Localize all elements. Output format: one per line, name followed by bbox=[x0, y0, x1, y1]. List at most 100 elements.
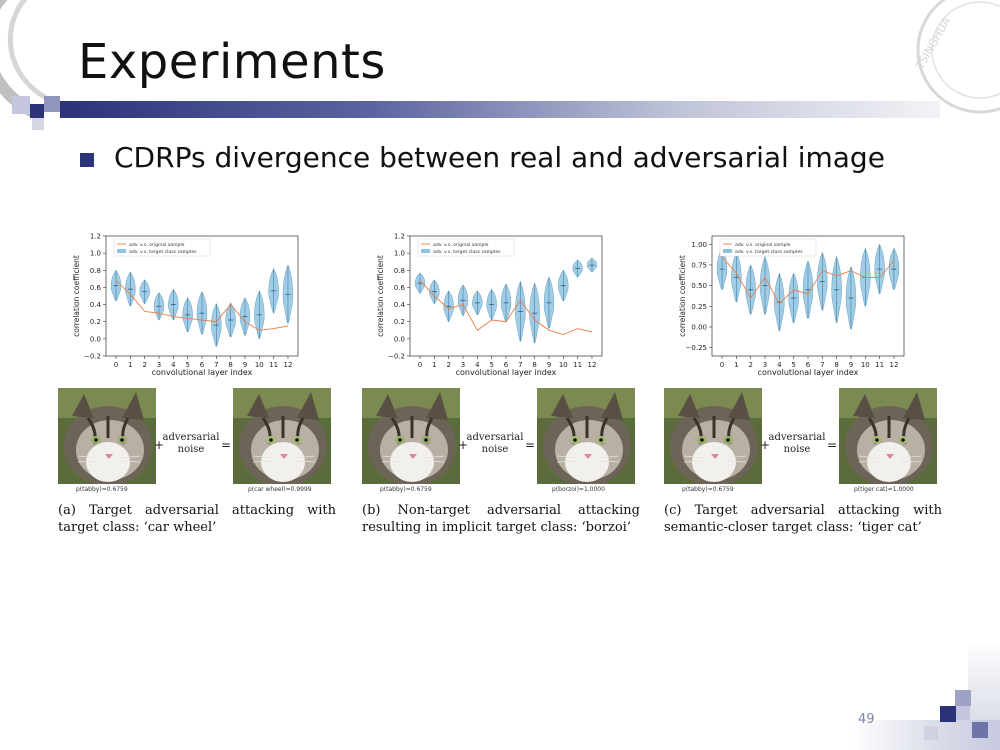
slide-title: Experiments bbox=[78, 34, 386, 90]
x-tick-label: 6 bbox=[200, 361, 205, 369]
x-tick-label: 5 bbox=[791, 361, 795, 369]
y-tick-label: 0.50 bbox=[691, 282, 707, 290]
x-tick-label: 11 bbox=[269, 361, 278, 369]
series-line-original bbox=[115, 280, 289, 331]
legend-label: adv. v.s. original sample bbox=[129, 242, 185, 248]
y-axis-label: correlation coefficient bbox=[376, 255, 385, 337]
x-tick-label: 4 bbox=[777, 361, 782, 369]
y-tick-label: 0.25 bbox=[691, 303, 707, 311]
original-cat-image bbox=[58, 388, 156, 484]
correlation-chart: −0.250.000.250.500.751.000 1 2 3 4 5 6 7 8 9 10 11 1… bbox=[678, 235, 905, 377]
y-tick-label: 0.4 bbox=[394, 301, 406, 309]
x-tick-label: 7 bbox=[214, 361, 218, 369]
x-tick-label: 0 bbox=[114, 361, 118, 369]
equals-sign: = bbox=[827, 438, 838, 452]
x-tick-label: 9 bbox=[547, 361, 551, 369]
adversarial-probability: p(car wheel)=0.9999 bbox=[248, 486, 312, 493]
noise-label: noise bbox=[783, 444, 811, 455]
cat-image bbox=[664, 388, 762, 484]
noise-label: noise bbox=[481, 444, 509, 455]
y-axis-label: correlation coefficient bbox=[678, 255, 687, 337]
original-probability: p(tabby)=0.6759 bbox=[380, 486, 432, 493]
x-tick-label: 3 bbox=[461, 361, 465, 369]
x-tick-label: 10 bbox=[861, 361, 870, 369]
bullet-text: CDRPs divergence between real and advers… bbox=[114, 141, 885, 174]
y-tick-label: 0.4 bbox=[90, 301, 102, 309]
x-tick-label: 9 bbox=[849, 361, 853, 369]
legend-box bbox=[719, 238, 817, 257]
cat-image bbox=[362, 388, 460, 484]
y-tick-label: 0.2 bbox=[394, 318, 405, 326]
y-tick-label: 0.8 bbox=[394, 267, 405, 275]
original-probability: p(tabby)=0.6759 bbox=[682, 486, 734, 493]
x-tick-label: 2 bbox=[446, 361, 450, 369]
legend-violin-swatch bbox=[421, 249, 430, 253]
y-tick-label: 0.6 bbox=[90, 284, 102, 292]
x-tick-label: 12 bbox=[890, 361, 899, 369]
legend-violin-swatch bbox=[117, 249, 126, 253]
plus-sign: + bbox=[458, 438, 469, 452]
cat-image bbox=[233, 388, 331, 484]
x-tick-label: 8 bbox=[532, 361, 536, 369]
correlation-chart: −0.20.00.20.40.60.81.01.20 1 2 3 4 5 6 7 8 9 10 11 1… bbox=[376, 233, 603, 377]
adversarial-probability: p(borzoi)=1.0000 bbox=[552, 486, 605, 493]
legend-violin-swatch bbox=[723, 249, 732, 253]
x-tick-label: 12 bbox=[284, 361, 293, 369]
adversarial-probability: p(tiger cat)=1.0000 bbox=[854, 486, 914, 493]
x-tick-label: 1 bbox=[128, 361, 132, 369]
x-tick-label: 9 bbox=[243, 361, 247, 369]
x-tick-label: 3 bbox=[763, 361, 767, 369]
x-tick-label: 6 bbox=[806, 361, 811, 369]
x-tick-label: 8 bbox=[834, 361, 838, 369]
university-seal-watermark: TSINGHUA bbox=[913, 0, 1000, 114]
equals-sign: = bbox=[221, 438, 232, 452]
series-line-original bbox=[419, 280, 593, 336]
y-tick-label: 1.00 bbox=[691, 241, 707, 249]
page-number: 49 bbox=[858, 712, 875, 727]
noise-label: noise bbox=[177, 444, 205, 455]
x-axis-label: convolutional layer index bbox=[758, 368, 859, 377]
x-tick-label: 2 bbox=[748, 361, 752, 369]
legend-label: adv. v.s. target class samples bbox=[433, 249, 501, 255]
y-tick-label: −0.25 bbox=[686, 344, 707, 352]
x-tick-label: 5 bbox=[489, 361, 493, 369]
original-probability: p(tabby)=0.6759 bbox=[76, 486, 128, 493]
y-tick-label: 0.0 bbox=[394, 335, 405, 343]
plus-sign: + bbox=[154, 438, 165, 452]
legend-label: adv. v.s. target class samples bbox=[129, 249, 197, 255]
x-axis-label: convolutional layer index bbox=[152, 368, 253, 377]
x-tick-label: 1 bbox=[432, 361, 436, 369]
noise-label: adversarial bbox=[768, 432, 826, 443]
x-tick-label: 2 bbox=[142, 361, 146, 369]
y-tick-label: 0.8 bbox=[90, 267, 101, 275]
original-cat-image bbox=[362, 388, 460, 484]
x-tick-label: 0 bbox=[418, 361, 422, 369]
legend-box bbox=[113, 238, 211, 257]
x-tick-label: 10 bbox=[255, 361, 264, 369]
x-tick-label: 3 bbox=[157, 361, 161, 369]
bullet-marker bbox=[80, 153, 94, 167]
x-tick-label: 5 bbox=[185, 361, 189, 369]
panel-caption: (a) Target adversarial attacking with ta… bbox=[58, 503, 336, 535]
original-cat-image bbox=[664, 388, 762, 484]
adversarial-cat-image bbox=[537, 388, 635, 484]
y-axis-label: correlation coefficient bbox=[72, 255, 81, 337]
x-tick-label: 4 bbox=[475, 361, 480, 369]
legend-label: adv. v.s. original sample bbox=[735, 242, 791, 248]
panel-caption: (b) Non-target adversarial attacking res… bbox=[362, 503, 640, 535]
equals-sign: = bbox=[525, 438, 536, 452]
y-tick-label: 0.00 bbox=[691, 324, 707, 332]
x-tick-label: 6 bbox=[504, 361, 509, 369]
y-tick-label: 0.0 bbox=[90, 335, 101, 343]
noise-label: adversarial bbox=[162, 432, 220, 443]
y-tick-label: 0.2 bbox=[90, 318, 101, 326]
x-tick-label: 7 bbox=[820, 361, 824, 369]
x-axis-label: convolutional layer index bbox=[456, 368, 557, 377]
adversarial-cat-image bbox=[233, 388, 331, 484]
x-tick-label: 7 bbox=[518, 361, 522, 369]
cat-image bbox=[58, 388, 156, 484]
plus-sign: + bbox=[760, 438, 771, 452]
panel-caption: (c) Target adversarial attacking with se… bbox=[664, 503, 942, 535]
y-tick-label: −0.2 bbox=[84, 353, 101, 361]
